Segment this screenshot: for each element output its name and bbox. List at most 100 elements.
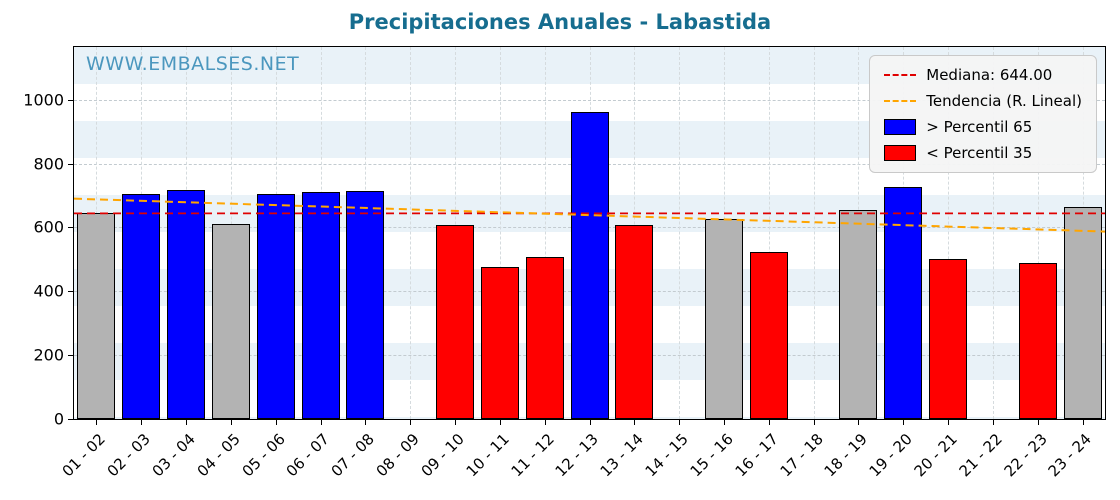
median-line-sample-icon xyxy=(884,74,917,76)
y-tick-mark xyxy=(68,355,74,357)
v-gridline xyxy=(1037,47,1039,419)
v-gridline xyxy=(679,47,681,419)
bar-20-21 xyxy=(929,259,968,419)
y-tick-mark xyxy=(68,291,74,293)
x-tick-label: 17 - 18 xyxy=(776,430,827,481)
legend-trend-label: Tendencia (R. Lineal) xyxy=(926,92,1082,110)
bar-10-11 xyxy=(480,266,519,419)
v-gridline xyxy=(768,47,770,419)
y-tick-mark xyxy=(68,227,74,229)
bar-15-16 xyxy=(704,219,743,419)
legend: Mediana: 644.00 Tendencia (R. Lineal) > … xyxy=(869,55,1097,173)
x-tick-label: 21 - 22 xyxy=(955,430,1006,481)
bar-03-04 xyxy=(167,189,206,419)
legend-item-p35: < Percentil 35 xyxy=(884,144,1082,162)
trend-line-sample-icon xyxy=(884,100,917,102)
v-gridline xyxy=(499,47,501,419)
x-tick-mark xyxy=(858,419,860,425)
x-tick-label: 08 - 09 xyxy=(372,430,423,481)
y-tick-label: 800 xyxy=(33,154,64,174)
bar-22-23 xyxy=(1018,263,1057,419)
bar-16-17 xyxy=(749,252,788,419)
v-gridline xyxy=(544,47,546,419)
x-tick-label: 15 - 16 xyxy=(686,430,737,481)
x-tick-label: 12 - 13 xyxy=(551,430,603,481)
x-tick-mark xyxy=(992,419,994,425)
bar-11-12 xyxy=(525,256,564,419)
x-tick-mark xyxy=(1082,419,1084,425)
legend-item-p65: > Percentil 65 xyxy=(884,118,1082,136)
y-tick-label: 200 xyxy=(33,345,64,365)
bar-04-05 xyxy=(211,223,250,419)
legend-p35-label: < Percentil 35 xyxy=(926,144,1033,162)
p35-swatch-icon xyxy=(884,145,917,161)
x-tick-label: 10 - 11 xyxy=(462,430,513,481)
bar-23-24 xyxy=(1063,207,1102,419)
x-tick-label: 16 - 17 xyxy=(731,430,782,481)
bar-09-10 xyxy=(436,225,475,419)
x-tick-mark xyxy=(410,419,412,425)
y-tick-label: 600 xyxy=(33,217,64,237)
x-tick-mark xyxy=(320,419,322,425)
x-tick-mark xyxy=(813,419,815,425)
x-tick-mark xyxy=(544,419,546,425)
legend-item-median: Mediana: 644.00 xyxy=(884,66,1082,84)
legend-median-label: Mediana: 644.00 xyxy=(926,66,1053,84)
x-tick-mark xyxy=(96,419,98,425)
bar-06-07 xyxy=(301,192,340,419)
legend-p65-label: > Percentil 65 xyxy=(926,118,1033,136)
x-tick-mark xyxy=(768,419,770,425)
plot-area: WWW.EMBALSES.NET Mediana: 644.00 Tendenc… xyxy=(23,46,1106,480)
x-tick-mark xyxy=(365,419,367,425)
x-tick-label: 09 - 10 xyxy=(417,430,468,481)
x-tick-mark xyxy=(589,419,591,425)
x-tick-label: 13 - 14 xyxy=(596,430,648,481)
legend-item-trend: Tendencia (R. Lineal) xyxy=(884,92,1082,110)
x-tick-mark xyxy=(903,419,905,425)
bar-13-14 xyxy=(615,225,654,419)
x-tick-mark xyxy=(230,419,232,425)
x-tick-mark xyxy=(679,419,681,425)
bar-02-03 xyxy=(122,193,161,419)
x-tick-label: 01 - 02 xyxy=(58,430,110,481)
v-gridline xyxy=(813,47,815,419)
x-tick-mark xyxy=(455,419,457,425)
x-tick-label: 19 - 20 xyxy=(865,430,917,481)
x-tick-mark xyxy=(948,419,950,425)
x-tick-mark xyxy=(499,419,501,425)
v-gridline xyxy=(410,47,412,419)
bar-12-13 xyxy=(570,111,609,419)
x-tick-mark xyxy=(186,419,188,425)
x-tick-label: 18 - 19 xyxy=(820,430,872,481)
x-tick-label: 07 - 08 xyxy=(327,430,379,481)
y-tick-label: 400 xyxy=(33,281,64,301)
x-tick-label: 23 - 24 xyxy=(1045,430,1096,481)
x-tick-mark xyxy=(723,419,725,425)
chart-title: Precipitaciones Anuales - Labastida xyxy=(348,10,772,34)
bar-19-20 xyxy=(884,186,923,419)
x-tick-label: 11 - 12 xyxy=(507,430,558,481)
v-gridline xyxy=(992,47,994,419)
x-tick-label: 20 - 21 xyxy=(910,430,961,481)
y-tick-mark xyxy=(68,419,74,420)
y-tick-label: 0 xyxy=(53,409,64,429)
bar-01-02 xyxy=(77,213,116,419)
x-tick-mark xyxy=(634,419,636,425)
x-tick-label: 22 - 23 xyxy=(1000,430,1051,481)
v-gridline xyxy=(948,47,950,419)
p65-swatch-icon xyxy=(884,119,917,135)
bar-05-06 xyxy=(256,193,295,419)
y-tick-mark xyxy=(68,163,74,165)
bar-07-08 xyxy=(346,191,385,419)
x-tick-label: 06 - 07 xyxy=(282,430,334,481)
x-tick-label: 02 - 03 xyxy=(103,430,154,481)
watermark: WWW.EMBALSES.NET xyxy=(86,53,300,75)
x-tick-mark xyxy=(1037,419,1039,425)
y-tick-mark xyxy=(68,99,74,101)
y-tick-label: 1000 xyxy=(23,90,64,110)
x-tick-label: 05 - 06 xyxy=(238,430,289,481)
x-tick-label: 03 - 04 xyxy=(148,430,199,481)
x-tick-label: 04 - 05 xyxy=(193,430,244,481)
x-tick-label: 14 - 15 xyxy=(641,430,692,481)
